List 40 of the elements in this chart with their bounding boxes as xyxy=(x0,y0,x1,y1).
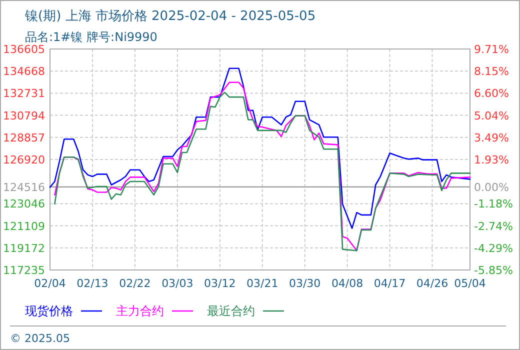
y-tick-label: 128857 xyxy=(3,131,45,144)
x-tick-label: 03/03 xyxy=(162,277,194,290)
chart-subtitle: 品名:1#镍 牌号:Ni9990 xyxy=(25,30,158,44)
y-tick-label: 117235 xyxy=(3,264,45,277)
x-tick-label: 04/26 xyxy=(416,277,448,290)
y-tick-label: 136605 xyxy=(3,43,45,56)
chart-title: 镍(期) 上海 市场价格 2025-02-04 - 2025-05-05 xyxy=(24,9,316,24)
x-tick-label: 02/04 xyxy=(34,277,66,290)
y-tick-label: 126920 xyxy=(3,154,45,166)
y2-tick-label: -4.29% xyxy=(474,242,513,255)
y2-tick-label: -5.85% xyxy=(474,264,513,277)
text: © 2025.05 xyxy=(10,332,70,345)
legend-label: 最近合约 xyxy=(207,304,255,318)
y2-tick-label: -2.74% xyxy=(474,220,513,233)
y2-tick-label: 8.15% xyxy=(474,65,509,78)
legend-label: 主力合约 xyxy=(116,304,164,318)
y2-tick-label: 6.60% xyxy=(474,87,509,100)
y-tick-label: 130794 xyxy=(3,109,45,122)
ref-line-label: 124516 xyxy=(3,180,45,194)
x-tick-label: 04/08 xyxy=(331,277,364,290)
x-tick-label: 04/17 xyxy=(374,277,406,290)
y2-tick-label: 1.93% xyxy=(474,154,509,166)
y-tick-label: 123046 xyxy=(3,198,45,211)
y-tick-label: 121109 xyxy=(3,220,45,233)
y2-tick-label: 3.49% xyxy=(474,131,509,144)
y2-tick-label: 0.00% xyxy=(474,180,509,194)
y2-tick-label: 5.04% xyxy=(474,109,509,122)
y2-tick-label: 9.71% xyxy=(474,43,509,56)
y-tick-label: 119172 xyxy=(3,242,45,255)
line-series xyxy=(49,68,471,229)
x-tick-label: 03/12 xyxy=(204,277,236,290)
x-tick-label: 03/30 xyxy=(288,277,321,290)
legend-label: 现货价格 xyxy=(25,304,73,318)
x-tick-label: 03/21 xyxy=(246,277,278,290)
x-tick-label: 05/04 xyxy=(454,277,486,290)
x-tick-label: 02/22 xyxy=(119,277,151,290)
y2-tick-label: -1.18% xyxy=(474,198,513,211)
y-tick-label: 134668 xyxy=(3,65,45,78)
x-tick-label: 02/13 xyxy=(76,277,108,290)
y-tick-label: 132731 xyxy=(3,87,45,100)
